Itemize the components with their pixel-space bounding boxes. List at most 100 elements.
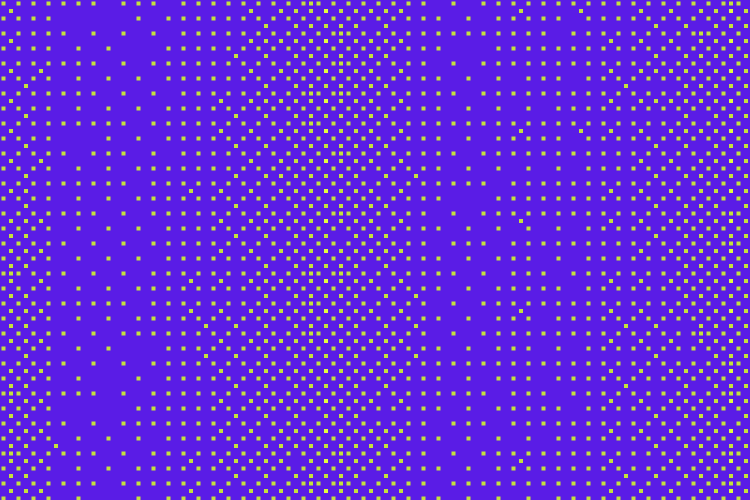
dot xyxy=(669,249,673,253)
dot xyxy=(331,301,336,306)
dot xyxy=(39,159,43,163)
dot xyxy=(421,301,426,306)
dot xyxy=(406,226,411,231)
dot xyxy=(241,481,246,486)
dot xyxy=(354,414,358,418)
dot xyxy=(556,76,561,81)
dot xyxy=(541,286,546,291)
dot xyxy=(309,429,313,433)
dot xyxy=(24,84,28,88)
dot xyxy=(376,46,381,51)
dot xyxy=(346,16,351,21)
dot xyxy=(616,136,621,141)
dot xyxy=(661,286,666,291)
dot xyxy=(324,159,328,163)
dot xyxy=(256,46,261,51)
dot xyxy=(669,99,673,103)
dot xyxy=(646,106,651,111)
dot xyxy=(234,114,238,118)
dot xyxy=(279,369,283,373)
dot xyxy=(729,219,733,223)
dot xyxy=(721,481,726,486)
dot xyxy=(316,61,321,66)
dot xyxy=(729,451,733,456)
dot xyxy=(16,136,21,141)
dot xyxy=(256,91,261,96)
dot xyxy=(391,496,396,500)
dot xyxy=(211,61,216,66)
dot xyxy=(331,361,336,366)
dot xyxy=(406,271,411,276)
dot xyxy=(646,136,651,141)
dot xyxy=(691,151,696,156)
dot xyxy=(661,196,666,201)
dot xyxy=(369,114,373,118)
dot xyxy=(571,196,576,201)
dot xyxy=(339,151,343,156)
dot xyxy=(31,376,36,381)
dot xyxy=(421,16,426,21)
dot xyxy=(384,9,388,13)
dot xyxy=(601,286,606,291)
dot xyxy=(16,121,21,126)
dot xyxy=(639,219,643,223)
dot xyxy=(436,196,441,201)
dot xyxy=(16,31,21,36)
dot xyxy=(691,46,696,51)
dot xyxy=(399,399,403,403)
dot xyxy=(496,496,501,500)
dot xyxy=(16,391,21,396)
dot xyxy=(354,9,358,13)
dot xyxy=(721,391,726,396)
dot xyxy=(571,211,576,216)
dot xyxy=(151,181,156,186)
dot xyxy=(466,346,471,351)
dot xyxy=(624,474,628,478)
dot xyxy=(331,496,336,500)
dot xyxy=(46,256,51,261)
dot xyxy=(714,99,718,103)
dot xyxy=(721,61,726,66)
dot xyxy=(684,174,688,178)
dot xyxy=(699,9,703,13)
dot xyxy=(519,129,523,133)
dot xyxy=(699,204,703,208)
dot xyxy=(279,39,283,43)
dot xyxy=(714,54,718,58)
dot xyxy=(699,414,703,418)
dot xyxy=(271,331,276,336)
dot xyxy=(234,459,238,463)
dot xyxy=(421,166,426,171)
dot xyxy=(736,436,741,441)
dot xyxy=(234,174,238,178)
dot xyxy=(384,174,388,178)
dot xyxy=(729,99,733,103)
dot xyxy=(166,346,171,351)
dot xyxy=(631,271,636,276)
dot xyxy=(631,331,636,336)
dot xyxy=(279,174,283,178)
dot xyxy=(316,106,321,111)
dot xyxy=(466,76,471,81)
dot xyxy=(406,31,411,36)
dot xyxy=(676,16,681,21)
dot xyxy=(256,16,261,21)
dot xyxy=(16,46,21,51)
dot xyxy=(361,181,366,186)
dot xyxy=(16,91,21,96)
dot xyxy=(211,106,216,111)
dot xyxy=(744,459,748,463)
dot xyxy=(24,474,28,478)
dot xyxy=(136,16,141,21)
dot xyxy=(609,459,613,463)
dot xyxy=(121,481,126,486)
dot xyxy=(721,76,726,81)
dot xyxy=(466,391,471,396)
dot xyxy=(361,136,366,141)
dot xyxy=(526,481,531,486)
dot xyxy=(399,9,403,13)
dot xyxy=(106,136,111,141)
dot xyxy=(309,489,313,493)
dot xyxy=(61,241,66,246)
dot xyxy=(271,76,276,81)
